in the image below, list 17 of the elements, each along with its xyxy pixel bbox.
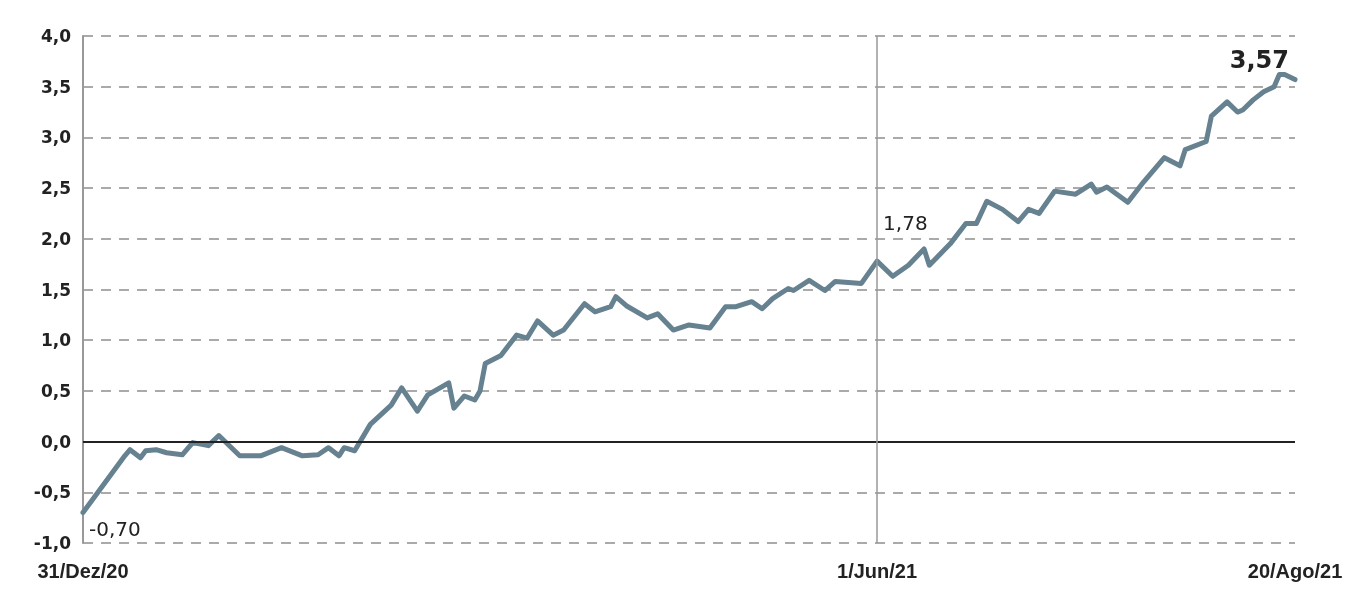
y-tick-label: 0,5 — [40, 380, 71, 401]
y-tick-label: -0,5 — [33, 482, 71, 503]
annotation: -0,70 — [89, 516, 141, 541]
y-tick-label: 2,0 — [40, 228, 72, 249]
x-tick-label: 20/Ago/21 — [1247, 560, 1343, 582]
y-tick-label: 0,0 — [40, 431, 72, 452]
y-tick-label: 3,5 — [40, 76, 71, 97]
y-tick-label: 1,5 — [40, 279, 71, 300]
y-tick-label: 3,0 — [40, 127, 72, 148]
y-tick-label: 2,5 — [40, 178, 71, 199]
annotation: 1,78 — [883, 211, 928, 236]
x-tick-label: 1/Jun/21 — [837, 560, 918, 582]
y-tick-label: -1,0 — [33, 533, 72, 553]
annotation: 3,57 — [1229, 45, 1289, 74]
y-tick-label: 4,0 — [40, 26, 72, 46]
x-tick-label: 31/Dez/20 — [37, 560, 129, 582]
y-tick-label: 1,0 — [40, 330, 72, 351]
